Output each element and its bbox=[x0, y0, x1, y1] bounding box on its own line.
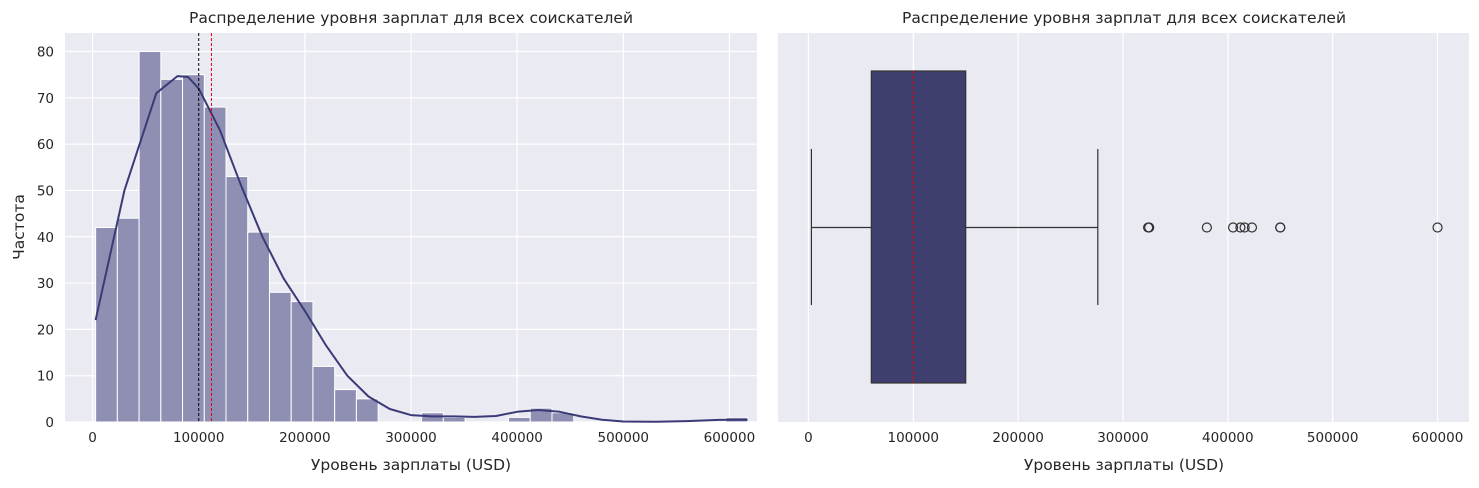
boxplot-outlier bbox=[1432, 222, 1443, 233]
histogram-y-tick-label: 10 bbox=[37, 369, 54, 385]
histogram-bar bbox=[312, 365, 336, 423]
histogram-bar bbox=[116, 217, 140, 423]
boxplot-x-tick-label: 300000 bbox=[1097, 430, 1149, 446]
boxplot-outlier bbox=[1227, 222, 1239, 233]
boxplot-outlier bbox=[1239, 222, 1250, 233]
histogram-title: Распределение уровня зарплат для всех со… bbox=[189, 9, 633, 27]
histogram-x-tick-label: 500000 bbox=[597, 430, 649, 446]
histogram-bar bbox=[355, 398, 379, 423]
histogram-bar bbox=[138, 51, 162, 423]
histogram-y-axis-label: Частота bbox=[10, 194, 28, 260]
histogram-bar bbox=[442, 416, 466, 423]
histogram-bar bbox=[334, 389, 357, 423]
boxplot-panel: 0 100000 200000 300000 400000 500000 600000 bbox=[778, 33, 1469, 446]
boxplot-x-axis-label: Уровень зарплаты (USD) bbox=[1024, 456, 1224, 474]
kde-curve bbox=[94, 75, 748, 423]
boxplot-x-tick-label: 400000 bbox=[1202, 430, 1254, 446]
boxplot-title: Распределение уровня зарплат для всех со… bbox=[902, 9, 1346, 27]
boxplot-outlier bbox=[1246, 222, 1258, 233]
histogram-bar bbox=[268, 291, 292, 423]
histogram-x-axis-label: Уровень зарплаты (USD) bbox=[311, 456, 511, 474]
boxplot-outlier bbox=[1201, 222, 1212, 233]
boxplot-outlier bbox=[1144, 222, 1155, 233]
boxplot-x-tick-label: 200000 bbox=[992, 430, 1044, 446]
histogram-x-tick-label: 400000 bbox=[491, 430, 543, 446]
histogram-y-tick-label: 0 bbox=[45, 415, 54, 431]
histogram-y-tick-label: 60 bbox=[37, 137, 54, 153]
histogram-bar bbox=[225, 176, 249, 423]
histogram-bar bbox=[290, 301, 314, 423]
histogram-x-tick-label: 100000 bbox=[173, 430, 225, 446]
histogram-bar bbox=[160, 78, 184, 423]
histogram-bar bbox=[247, 231, 270, 423]
histogram-y-tick-label: 40 bbox=[37, 230, 54, 246]
histogram-y-tick-label: 30 bbox=[37, 276, 54, 292]
histogram-panel: 0 100000 200000 300000 400000 500000 600000 0 10… bbox=[37, 33, 757, 446]
histogram-y-tick-label: 20 bbox=[37, 322, 54, 338]
histogram-bar bbox=[182, 74, 205, 423]
histogram-x-tick-label: 600000 bbox=[704, 430, 756, 446]
boxplot-x-tick-label: 600000 bbox=[1412, 430, 1464, 446]
boxplot-x-tick-label: 100000 bbox=[887, 430, 939, 446]
histogram-x-tick-label: 200000 bbox=[279, 430, 331, 446]
histogram-x-tick-label: 0 bbox=[88, 430, 97, 446]
boxplot-box bbox=[870, 70, 967, 384]
histogram-bar bbox=[508, 416, 531, 423]
boxplot-x-tick-label: 0 bbox=[804, 430, 813, 446]
histogram-bar bbox=[95, 227, 118, 423]
boxplot-outlier bbox=[1275, 222, 1286, 233]
histogram-y-tick-label: 50 bbox=[37, 183, 54, 199]
histogram-bar bbox=[203, 106, 227, 423]
histogram-y-tick-label: 80 bbox=[37, 45, 54, 61]
boxplot-outlier bbox=[1235, 222, 1246, 233]
boxplot-x-tick-label: 500000 bbox=[1307, 430, 1359, 446]
histogram-y-tick-label: 70 bbox=[37, 91, 54, 107]
histogram-x-tick-label: 300000 bbox=[385, 430, 437, 446]
